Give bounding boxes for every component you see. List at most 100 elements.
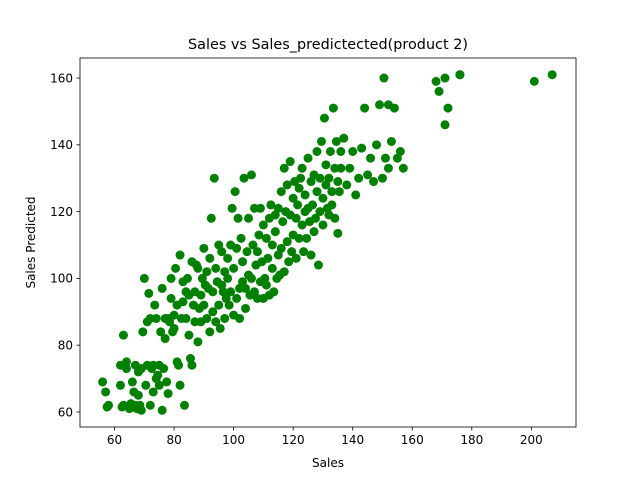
data-point xyxy=(255,203,265,213)
data-point xyxy=(199,243,209,253)
data-point xyxy=(180,400,189,410)
data-point xyxy=(366,153,376,163)
x-axis-ticks: 60 80 100 120 140 160 180 200 xyxy=(107,427,543,447)
data-point xyxy=(267,240,277,250)
data-point xyxy=(434,86,444,96)
y-axis-label: Sales Predicted xyxy=(24,196,38,288)
data-point xyxy=(327,200,337,210)
data-point xyxy=(380,153,390,163)
data-point xyxy=(235,313,245,323)
data-point xyxy=(258,220,268,230)
data-point xyxy=(316,136,326,146)
data-point xyxy=(311,213,320,223)
data-point xyxy=(139,273,149,283)
data-point xyxy=(360,103,370,113)
data-point xyxy=(241,303,251,313)
data-point xyxy=(270,227,280,237)
data-point xyxy=(319,113,329,123)
data-point xyxy=(205,253,215,263)
data-point xyxy=(318,220,328,230)
data-point xyxy=(246,273,256,283)
data-point xyxy=(214,300,224,310)
data-point xyxy=(171,263,181,273)
data-point xyxy=(175,380,185,390)
data-point xyxy=(98,377,108,387)
x-tick-label: 80 xyxy=(166,433,181,447)
data-point xyxy=(193,337,203,347)
data-point xyxy=(331,136,341,146)
data-point xyxy=(273,203,283,213)
data-point xyxy=(115,380,125,390)
data-point xyxy=(182,273,192,283)
data-point xyxy=(291,213,301,223)
data-point xyxy=(279,163,289,173)
data-point xyxy=(174,360,184,370)
data-point xyxy=(261,233,271,243)
data-point xyxy=(297,220,307,230)
data-point xyxy=(333,228,343,238)
data-point xyxy=(354,173,364,183)
data-point xyxy=(150,300,160,310)
data-point xyxy=(252,247,262,257)
data-point xyxy=(302,233,312,243)
data-point xyxy=(455,70,465,80)
data-point xyxy=(159,364,169,374)
data-point xyxy=(127,377,137,387)
data-point xyxy=(254,230,264,240)
data-point xyxy=(148,387,158,397)
data-point xyxy=(205,327,215,337)
data-point xyxy=(336,163,346,173)
data-point xyxy=(294,233,304,243)
data-point xyxy=(303,153,313,163)
data-point xyxy=(276,243,286,253)
data-point xyxy=(154,380,164,390)
data-point xyxy=(121,357,131,367)
x-tick-label: 140 xyxy=(341,433,364,447)
data-point xyxy=(547,70,557,80)
data-point xyxy=(309,227,319,237)
x-tick-label: 120 xyxy=(282,433,305,447)
x-axis-label: Sales xyxy=(312,456,344,470)
x-tick-label: 60 xyxy=(107,433,122,447)
data-point xyxy=(386,136,396,146)
data-point xyxy=(169,323,179,333)
data-point xyxy=(315,207,325,217)
data-point xyxy=(443,103,453,113)
data-point xyxy=(342,180,352,190)
data-point xyxy=(369,177,379,187)
data-point xyxy=(208,307,218,317)
data-point xyxy=(230,187,240,197)
data-point xyxy=(196,290,206,300)
data-points xyxy=(98,70,557,415)
data-point xyxy=(145,400,155,410)
data-point xyxy=(291,253,301,263)
data-point xyxy=(315,173,325,183)
data-point xyxy=(104,400,114,410)
data-point xyxy=(229,263,239,273)
data-point xyxy=(232,243,242,253)
data-point xyxy=(372,140,382,150)
data-point xyxy=(121,364,131,374)
data-point xyxy=(267,263,277,273)
data-point xyxy=(383,163,393,173)
x-tick-label: 200 xyxy=(520,433,543,447)
data-point xyxy=(153,370,163,380)
data-point xyxy=(357,143,367,153)
data-point xyxy=(133,390,143,400)
data-point xyxy=(157,405,167,415)
data-point xyxy=(144,288,154,298)
data-point xyxy=(375,100,385,110)
data-point xyxy=(162,377,172,387)
y-tick-label: 100 xyxy=(50,272,73,286)
data-point xyxy=(345,163,355,173)
data-point xyxy=(193,263,203,273)
data-point xyxy=(224,300,234,310)
data-point xyxy=(318,193,328,203)
data-point xyxy=(232,293,242,303)
data-point xyxy=(233,213,243,223)
data-point xyxy=(312,187,322,197)
data-point xyxy=(136,405,146,415)
data-point xyxy=(239,173,249,183)
data-point xyxy=(202,313,212,323)
data-point xyxy=(166,273,176,283)
